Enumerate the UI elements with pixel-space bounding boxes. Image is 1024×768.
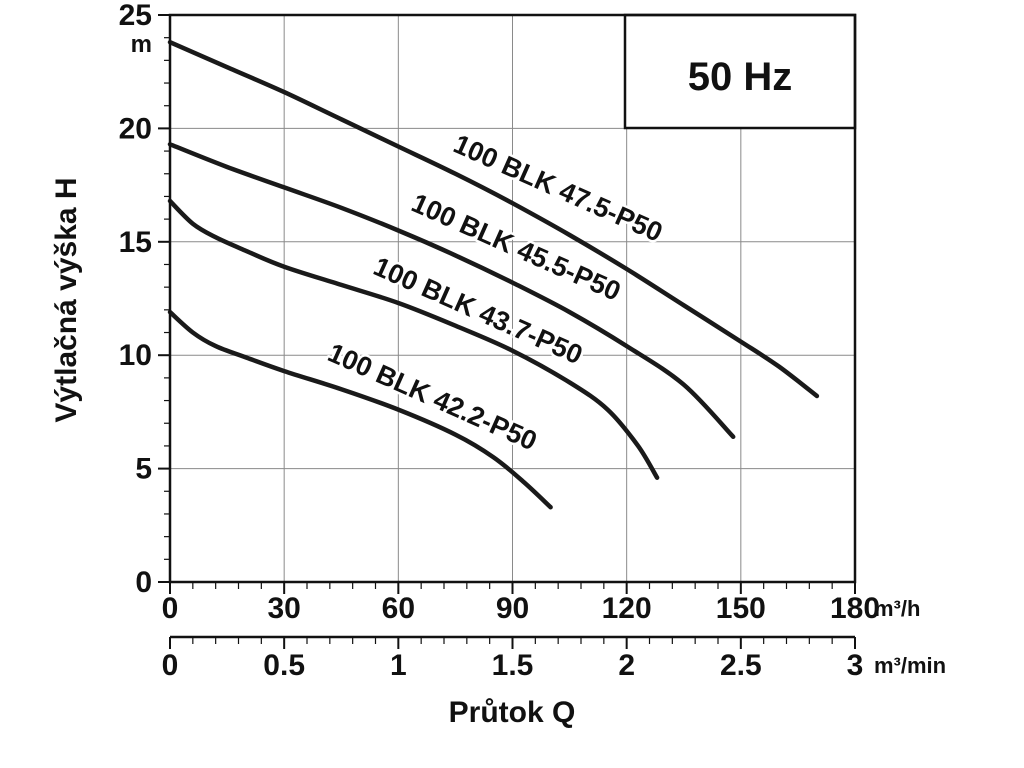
- y-axis-tick-label: 25: [119, 0, 152, 32]
- x2-axis-tick-label: 2.5: [720, 649, 762, 682]
- x-axis-primary-unit-label: m³/h: [874, 596, 920, 621]
- x-axis-title: Průtok Q: [449, 696, 576, 729]
- x-axis-secondary-unit-label: m³/min: [874, 653, 946, 678]
- y-axis-tick-label: 15: [119, 226, 152, 259]
- x-axis-tick-label: 0: [162, 592, 179, 625]
- curve-100-blk-47-5-p50: [167, 39, 820, 399]
- y-axis-tick-label: 0: [135, 566, 152, 599]
- tick-labels: 0 30 60 90 120 150 180 0 5 10 15 20 25 0 0.5 1 1.5 2 2.5 3: [119, 0, 880, 682]
- x2-axis-tick-label: 1.5: [492, 649, 534, 682]
- x-axis-tick-label: 60: [382, 592, 415, 625]
- x-axis-tick-label: 120: [602, 592, 652, 625]
- x-axis-tick-label: 150: [716, 592, 766, 625]
- x2-axis-tick-label: 0: [162, 649, 179, 682]
- y-axis-tick-label: 10: [119, 339, 152, 372]
- curve-100-blk-42-2-p50: [167, 309, 553, 510]
- x2-axis-tick-label: 3: [847, 649, 864, 682]
- x-axis-tick-label: 180: [830, 592, 880, 625]
- x-axis-tick-label: 30: [267, 592, 300, 625]
- curve-100-blk-45-5-p50: [167, 142, 736, 440]
- x2-axis-tick-label: 0.5: [263, 649, 305, 682]
- frequency-badge-label: 50 Hz: [688, 55, 793, 99]
- y-axis-unit-label: m: [131, 31, 152, 58]
- x2-axis-tick-label: 1: [390, 649, 407, 682]
- pump-curves: [167, 39, 820, 510]
- curve-100-blk-43-7-p50: [167, 198, 660, 480]
- x-axis-tick-label: 90: [496, 592, 529, 625]
- x2-axis-tick-label: 2: [618, 649, 635, 682]
- y-axis-tick-label: 20: [119, 112, 152, 145]
- y-axis-tick-label: 5: [135, 453, 152, 486]
- axis-ticks: [158, 14, 856, 649]
- y-axis-title: Výtlačná výška H: [50, 177, 83, 422]
- frequency-badge: 50 Hz: [623, 13, 857, 130]
